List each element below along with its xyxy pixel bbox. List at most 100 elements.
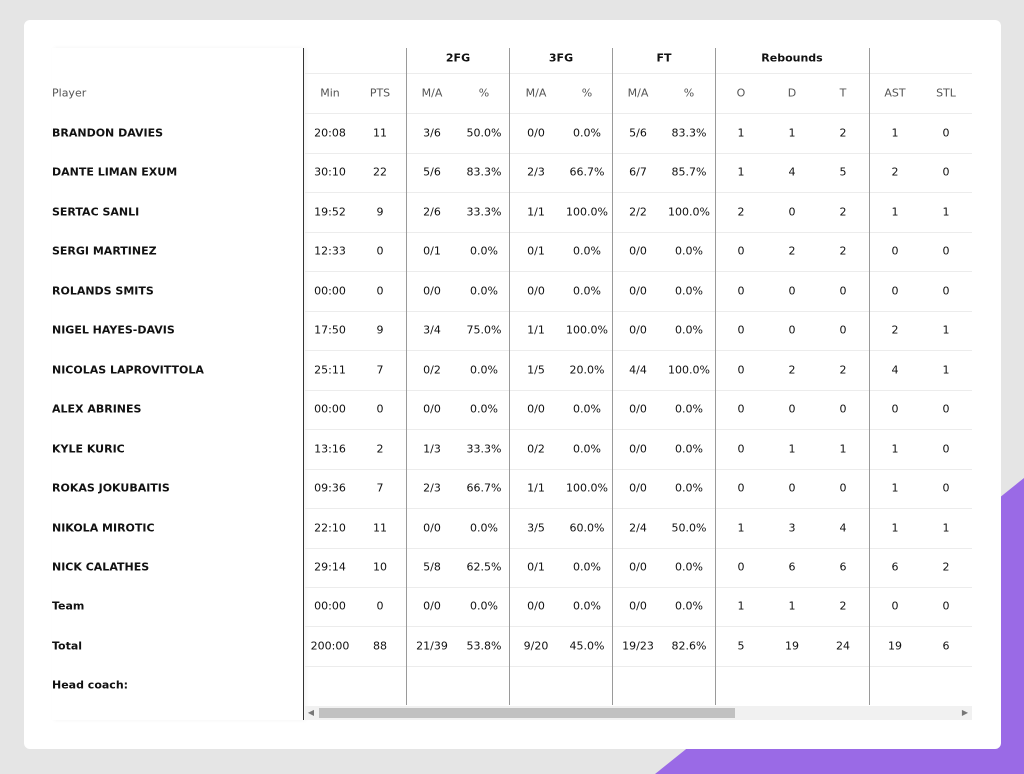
stat-cell: 1 (839, 442, 847, 456)
stat-cell: 24 (836, 639, 850, 653)
stat-cell: 0.0% (573, 599, 601, 613)
player-name: ROKAS JOKUBAITIS (52, 481, 170, 495)
stat-cell: 0 (788, 402, 796, 416)
stat-cell: 1 (737, 521, 745, 534)
stat-cell: 45.0% (569, 639, 605, 653)
stat-cell: 0 (891, 402, 899, 416)
column-divider (869, 48, 870, 705)
stat-cell: 2 (376, 442, 384, 456)
stat-cell: 9 (376, 205, 384, 219)
player-name: KYLE KURIC (52, 442, 125, 456)
stat-cell: 1 (942, 323, 950, 337)
stat-cell: 0/1 (527, 244, 545, 258)
stat-cell: 50.0% (671, 521, 707, 534)
stat-cell: 0 (376, 244, 384, 258)
stat-cell: 0/0 (423, 521, 441, 534)
stat-cell: 0 (839, 481, 847, 495)
scroll-arrow[interactable]: ◀ (307, 708, 315, 717)
stat-cell: 0.0% (573, 560, 601, 574)
stat-cell: 2 (788, 244, 796, 258)
stat-cell: 00:00 (314, 284, 346, 298)
row-divider (305, 231, 972, 233)
group-header: 2FG (445, 51, 471, 65)
stat-cell: 1 (942, 363, 950, 377)
stat-cell: 0/1 (527, 560, 545, 574)
stat-cell: 7 (376, 363, 384, 377)
player-name: DANTE LIMAN EXUM (52, 165, 178, 179)
stat-cell: 0.0% (675, 442, 703, 456)
stat-cell: 4 (891, 363, 899, 377)
stat-cell: 3 (788, 521, 796, 534)
stat-cell: 100.0% (668, 363, 710, 377)
stat-cell: 1/1 (527, 481, 545, 495)
stat-cell: 83.3% (466, 165, 502, 179)
column-header: Min (320, 86, 340, 100)
stat-cell: 0 (839, 284, 847, 298)
stat-cell: 0.0% (675, 402, 703, 416)
stat-cell: 2 (839, 205, 847, 219)
stat-cell: 0/0 (527, 126, 545, 140)
row-divider (305, 113, 972, 114)
stat-cell: 100.0% (668, 205, 710, 219)
stat-cell: 5 (737, 639, 745, 653)
stat-cell: 6 (839, 560, 847, 574)
stat-cell: 1 (737, 126, 745, 140)
stat-cell: 19 (888, 639, 902, 653)
stat-cell: 0/0 (423, 599, 441, 613)
stat-cell: 53.8% (466, 639, 502, 653)
stat-cell: 2 (839, 126, 847, 140)
stat-cell: 6 (891, 560, 899, 574)
stat-cell: 1 (891, 126, 899, 140)
stat-cell: 3/6 (423, 126, 441, 140)
stat-cell: 2 (839, 363, 847, 377)
stat-cell: 75.0% (466, 323, 502, 337)
stat-cell: 12:33 (314, 244, 346, 258)
scroll-arrow[interactable]: ▶ (961, 708, 969, 717)
stat-cell: 85.7% (671, 165, 707, 179)
stat-cell: 0 (942, 126, 950, 140)
stat-cell: 66.7% (569, 165, 605, 179)
column-divider (406, 48, 407, 705)
stat-cell: 1 (737, 599, 745, 613)
row-divider (305, 310, 972, 312)
stat-cell: 0/0 (423, 402, 441, 416)
stat-cell: 9/20 (523, 639, 549, 653)
stat-cell: 0/2 (423, 363, 441, 377)
stat-cell: 0.0% (675, 284, 703, 298)
column-header: % (478, 86, 490, 100)
stat-cell: 1 (788, 599, 796, 613)
stat-cell: 0 (376, 402, 384, 416)
stat-cell: 0 (839, 402, 847, 416)
stat-cell: 3/4 (423, 323, 441, 337)
column-divider (303, 48, 304, 720)
stat-cell: 0.0% (470, 244, 498, 258)
player-name: NICOLAS LAPROVITTOLA (52, 363, 204, 377)
stat-cell: 0/0 (629, 481, 647, 495)
row-divider (305, 586, 972, 588)
stat-cell: 21/39 (416, 639, 448, 653)
stat-cell: 30:10 (314, 165, 346, 179)
stat-cell: 0/0 (629, 560, 647, 574)
stat-cell: 1/1 (527, 323, 545, 337)
scrollbar-thumb[interactable] (319, 708, 735, 718)
stat-cell: 0/0 (527, 284, 545, 298)
stat-cell: 100.0% (566, 205, 608, 219)
stat-cell: 62.5% (466, 560, 502, 574)
stat-cell: 7 (376, 481, 384, 495)
stat-cell: 0 (376, 599, 384, 613)
stat-cell: 0.0% (573, 244, 601, 258)
stat-cell: 0 (737, 481, 745, 495)
stat-cell: 0/0 (629, 599, 647, 613)
stat-cell: 1 (737, 165, 745, 179)
stat-cell: 33.3% (466, 442, 502, 456)
stat-cell: 0.0% (470, 521, 498, 534)
stat-cell: 0.0% (470, 284, 498, 298)
stat-cell: 0 (737, 442, 745, 456)
column-header: M/A (421, 86, 443, 100)
stat-cell: 5/6 (629, 126, 647, 140)
stat-cell: 13:16 (314, 442, 346, 456)
stat-cell: 2/4 (629, 521, 647, 534)
stat-cell: 0 (942, 165, 950, 179)
stat-cell: 19/23 (622, 639, 654, 653)
